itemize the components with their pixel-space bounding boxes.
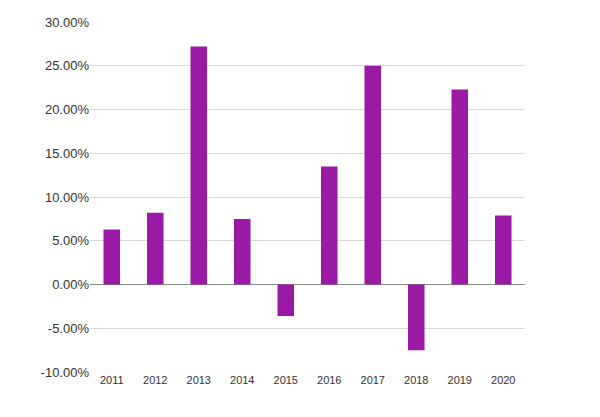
svg-text:2012: 2012 <box>143 374 167 386</box>
svg-text:25.00%: 25.00% <box>45 58 90 73</box>
svg-text:20.00%: 20.00% <box>45 102 90 117</box>
svg-text:0.00%: 0.00% <box>52 277 89 292</box>
svg-text:30.00%: 30.00% <box>45 15 90 30</box>
svg-text:2013: 2013 <box>187 374 211 386</box>
svg-text:2017: 2017 <box>361 374 385 386</box>
svg-text:2016: 2016 <box>317 374 341 386</box>
svg-text:-10.00%: -10.00% <box>41 365 90 380</box>
svg-text:15.00%: 15.00% <box>45 146 90 161</box>
svg-text:2015: 2015 <box>274 374 298 386</box>
svg-text:2014: 2014 <box>230 374 254 386</box>
svg-text:-5.00%: -5.00% <box>48 321 90 336</box>
svg-text:2011: 2011 <box>100 374 124 386</box>
svg-text:5.00%: 5.00% <box>52 233 89 248</box>
svg-text:2020: 2020 <box>491 374 515 386</box>
svg-text:2019: 2019 <box>448 374 472 386</box>
svg-text:2018: 2018 <box>404 374 428 386</box>
svg-text:10.00%: 10.00% <box>45 190 90 205</box>
